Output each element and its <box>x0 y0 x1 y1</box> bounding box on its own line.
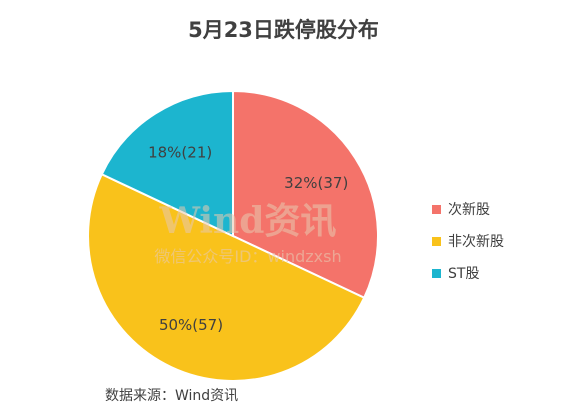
pie-slice-label: 18%(21) <box>148 144 212 162</box>
legend-item: ST股 <box>432 257 504 289</box>
pie-slice-label: 32%(37) <box>284 174 348 192</box>
watermark: Wind资讯 微信公众号ID：windzxsh <box>154 200 341 266</box>
pie-slice <box>232 89 379 300</box>
legend-label: 次新股 <box>448 202 490 218</box>
chart-legend: 次新股非次新股 ST股 <box>432 193 504 289</box>
chart-title: 5月23日跌停股分布 <box>188 18 379 42</box>
pie-slice-labels: 32%(37) 50%(57) 18%(21) <box>148 144 348 334</box>
legend-label: 非次新股 <box>448 234 504 250</box>
legend-swatch <box>432 204 441 214</box>
pie-slice <box>87 172 366 382</box>
source-note: 数据来源：Wind资讯 <box>105 388 239 404</box>
legend-item: 次新股 <box>432 193 504 225</box>
pie-slice-label: 50%(57) <box>159 316 223 334</box>
watermark-main-text: Wind资讯 <box>159 200 337 242</box>
pie-slice <box>100 89 234 238</box>
watermark-sub-text: 微信公众号ID：windzxsh <box>154 247 341 266</box>
pie-slices <box>87 89 379 382</box>
legend-item: 非次新股 <box>432 225 504 257</box>
legend-swatch <box>432 268 441 278</box>
legend-swatch <box>432 236 441 246</box>
legend-label: ST股 <box>448 266 480 282</box>
